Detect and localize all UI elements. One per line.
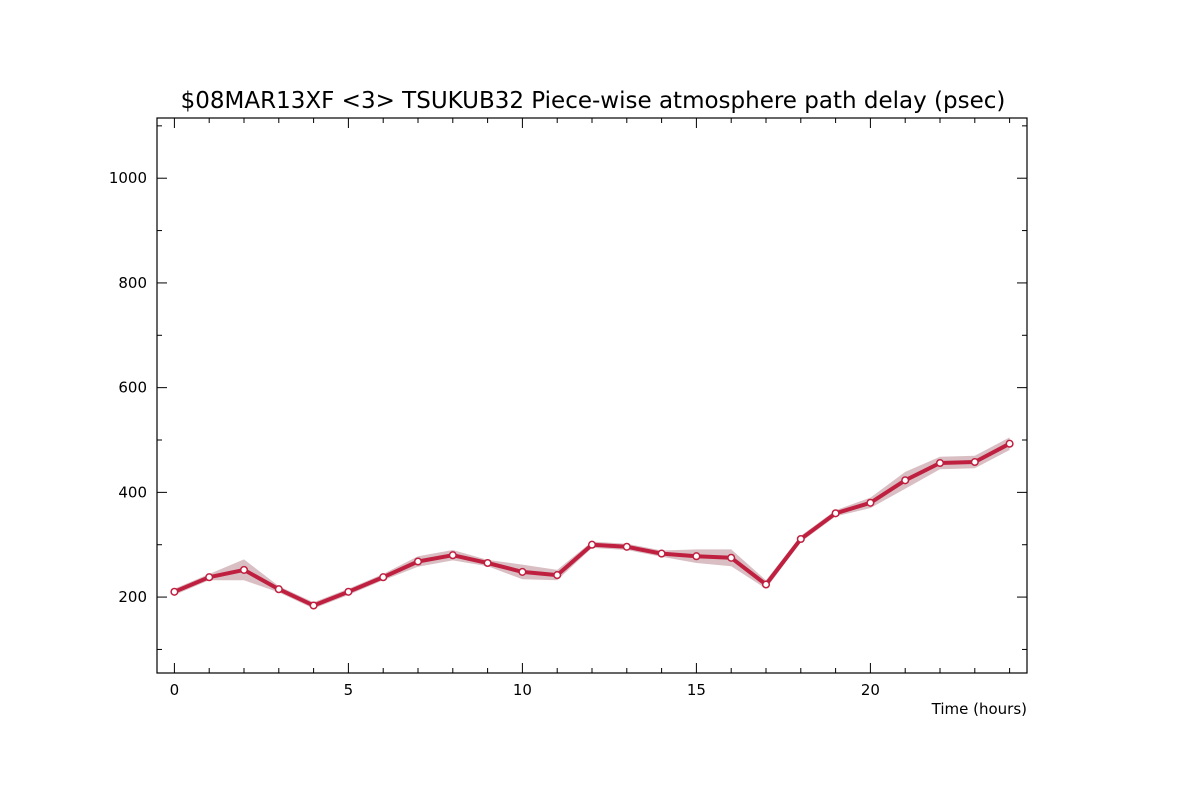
data-point: [587, 540, 597, 549]
data-point: [483, 558, 492, 568]
x-tick-label: 15: [687, 681, 706, 699]
data-point: [239, 565, 249, 574]
uncertainty-band-layer: [174, 437, 1010, 609]
series-line: [173, 441, 1011, 608]
data-point: [761, 580, 771, 589]
series-line-layer: [173, 441, 1011, 608]
y-tick-labels: 200 400 600 800 1000: [109, 169, 147, 606]
x-tick-labels: 0 5 10 15 20: [170, 681, 880, 699]
plot-frame: [156, 117, 1028, 674]
data-point: [379, 573, 388, 582]
data-point: [518, 567, 527, 576]
data-point: [866, 498, 875, 507]
data-point: [692, 552, 701, 561]
data-point: [205, 573, 214, 582]
x-tick-label: 0: [170, 681, 180, 699]
data-point: [1005, 439, 1014, 448]
y-tick-label: 400: [118, 483, 147, 501]
data-point: [935, 458, 945, 468]
uncertainty-band: [174, 437, 1010, 609]
data-point: [727, 553, 736, 562]
data-point: [970, 457, 979, 467]
data-point: [413, 557, 423, 566]
data-point: [309, 601, 318, 610]
y-tick-label: 600: [118, 379, 147, 397]
y-tick-label: 800: [118, 274, 147, 292]
data-point: [901, 476, 910, 485]
data-point: [657, 549, 666, 558]
data-point: [796, 534, 805, 544]
x-tick-label: 5: [344, 681, 354, 699]
data-point: [448, 551, 457, 560]
data-point: [831, 509, 840, 518]
chart-title: $08MAR13XF <3> TSUKUB32 Piece-wise atmos…: [181, 88, 1006, 114]
y-tick-label: 200: [118, 588, 147, 606]
y-tick-label: 1000: [109, 169, 147, 187]
x-tick-label: 20: [861, 681, 880, 699]
data-point: [553, 571, 562, 580]
data-point: [622, 542, 631, 551]
data-points-layer: [170, 439, 1014, 610]
data-point: [344, 587, 353, 596]
axis-ticks: [157, 118, 1027, 673]
data-point: [170, 587, 179, 596]
x-tick-label: 10: [513, 681, 532, 699]
data-point: [274, 585, 283, 594]
x-axis-label: Time (hours): [931, 700, 1027, 718]
